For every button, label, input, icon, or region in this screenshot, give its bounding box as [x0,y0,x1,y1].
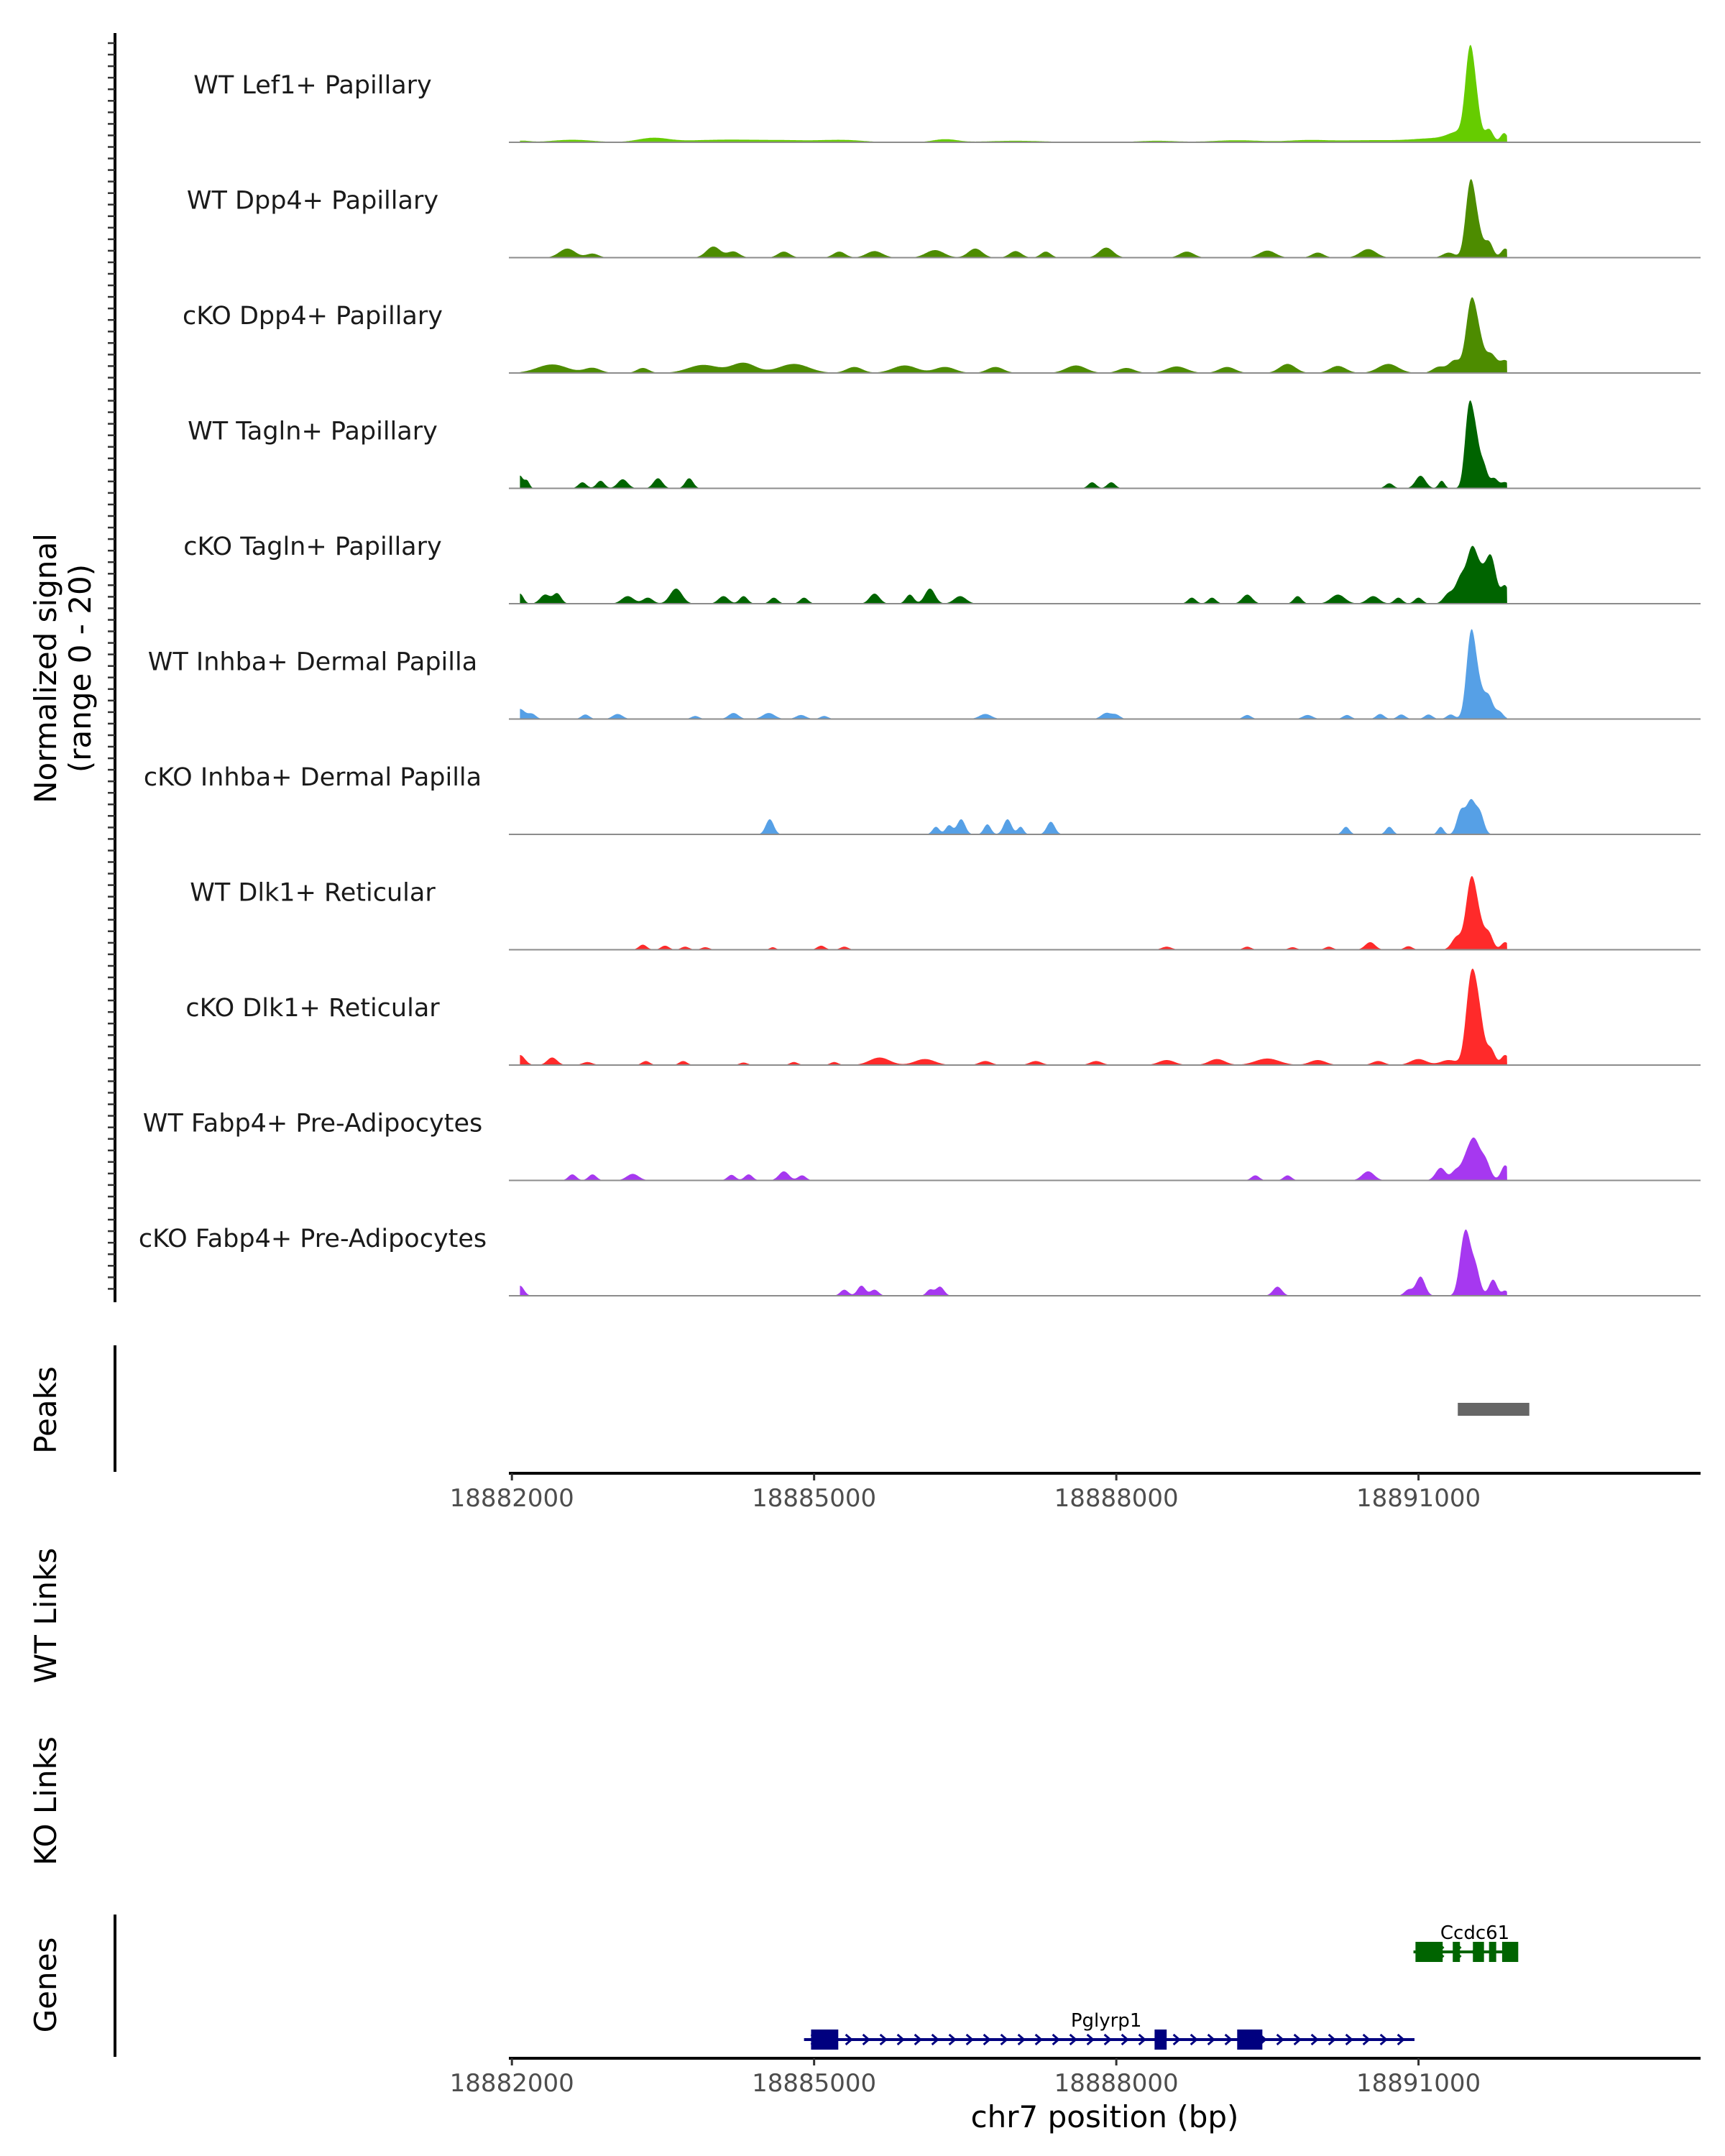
coverage-area [520,1229,1507,1296]
coverage-area [520,1137,1507,1181]
track-label: cKO Fabp4+ Pre-Adipocytes [139,1225,487,1253]
gene-exon [811,2030,839,2050]
strand-arrow [1276,2033,1284,2046]
track-label: WT Tagln+ Papillary [188,418,438,446]
strand-arrow [1379,2033,1388,2046]
strand-arrow [1172,2033,1181,2046]
strand-arrow [1397,2033,1405,2046]
track-3: cKO Dpp4+ Papillary [183,297,1701,374]
genes-track: Ccdc61 Pglyrp1 [804,1922,1519,2050]
track-label: cKO Tagln+ Papillary [183,533,442,561]
strand-arrow [1017,2033,1026,2046]
track-10: WT Fabp4+ Pre-Adipocytes [143,1110,1701,1181]
gene-exon [1501,1942,1519,1962]
track-7: cKO Inhba+ Dermal Papilla [144,763,1701,835]
gene-exon [1453,1942,1460,1962]
x-tick-label: 18885000 [752,2069,876,2098]
track-label: cKO Dpp4+ Papillary [183,302,443,331]
strand-arrow [1224,2033,1233,2046]
gene-label: Pglyrp1 [1071,2010,1142,2032]
x-tick-label: 18891000 [1356,2069,1481,2098]
strand-arrow [1345,2033,1353,2046]
strand-arrow [1328,2033,1336,2046]
track-8: WT Dlk1+ Reticular [190,876,1701,951]
track-label: cKO Dlk1+ Reticular [185,994,440,1023]
x-tick-label: 18891000 [1356,1484,1481,1513]
x-tick-label: 18882000 [450,2069,574,2098]
track-label: WT Dlk1+ Reticular [190,879,436,908]
coverage-area [520,968,1507,1065]
wt-links-track-label: WT Links [28,1548,63,1683]
strand-arrow [1121,2033,1129,2046]
strand-arrow [1052,2033,1060,2046]
x-tick-label: 18888000 [1054,2069,1179,2098]
coverage-area [520,297,1507,373]
track-9: cKO Dlk1+ Reticular [185,968,1701,1066]
gene-exon [1489,1942,1496,1962]
track-1: WT Lef1+ Papillary [193,45,1701,143]
coverage-area [520,876,1507,950]
gene-ccdc61: Ccdc61 [1413,1922,1519,1962]
strand-arrow [896,2033,905,2046]
track-label: WT Fabp4+ Pre-Adipocytes [143,1110,482,1138]
strand-arrow [1103,2033,1112,2046]
track-6: WT Inhba+ Dermal Papilla [148,629,1701,720]
y-axis-title-line1: Normalized signal [28,533,63,803]
strand-arrow [879,2033,888,2046]
peaks-track-label: Peaks [28,1366,63,1454]
coverage-area [520,629,1507,719]
strand-arrow [1207,2033,1215,2046]
strand-arrow [1362,2033,1371,2046]
coverage-area [520,400,1507,489]
strand-arrow [1000,2033,1008,2046]
track-label: WT Lef1+ Papillary [193,71,432,100]
x-tick-label: 18882000 [450,1484,574,1513]
strand-arrow [1069,2033,1077,2046]
strand-arrow [914,2033,922,2046]
gene-exon [1154,2030,1167,2050]
x-axis-lower-ticks: 18882000 18885000 18888000 18891000 [450,2058,1481,2098]
y-axis-title-line2: (range 0 - 20) [63,564,98,773]
track-label: WT Dpp4+ Papillary [187,187,438,216]
coverage-tracks: WT Lef1+ Papillary WT Dpp4+ Papillary cKO … [139,45,1701,1296]
strand-arrow [983,2033,991,2046]
strand-arrow [931,2033,939,2046]
coverage-area [520,798,1507,834]
strand-arrow [1138,2033,1146,2046]
track-5: cKO Tagln+ Papillary [183,533,1701,604]
strand-arrow [1293,2033,1302,2046]
strand-arrow [1190,2033,1198,2046]
strand-arrow [1310,2033,1319,2046]
coverage-area [520,179,1507,258]
track-4: WT Tagln+ Papillary [188,400,1701,489]
ko-links-track-label: KO Links [28,1736,63,1866]
coverage-area [520,545,1507,604]
peaks-track [1458,1403,1530,1416]
track-label: cKO Inhba+ Dermal Papilla [144,763,482,792]
x-tick-label: 18888000 [1054,1484,1179,1513]
strand-arrow [862,2033,870,2046]
strand-arrow [845,2033,853,2046]
genes-track-label: Genes [28,1938,63,2033]
coverage-y-ticks [108,42,115,1290]
gene-exon [1473,1942,1484,1962]
gene-label: Ccdc61 [1440,1922,1509,1944]
strand-arrow [965,2033,974,2046]
track-label: WT Inhba+ Dermal Papilla [148,648,477,677]
strand-arrow [1034,2033,1043,2046]
x-tick-label: 18885000 [752,1484,876,1513]
gene-pglyrp1: Pglyrp1 [804,2010,1414,2050]
strand-arrow [948,2033,957,2046]
track-2: WT Dpp4+ Papillary [187,179,1701,259]
peak-region [1458,1403,1530,1416]
gene-exon [1415,1942,1443,1962]
x-axis-title: chr7 position (bp) [971,2099,1239,2134]
track-11: cKO Fabp4+ Pre-Adipocytes [139,1225,1701,1296]
x-axis-upper-ticks: 18882000 18885000 18888000 18891000 [450,1473,1481,1513]
coverage-area [520,45,1507,142]
gene-exon [1237,2030,1263,2050]
strand-arrow [1086,2033,1095,2046]
